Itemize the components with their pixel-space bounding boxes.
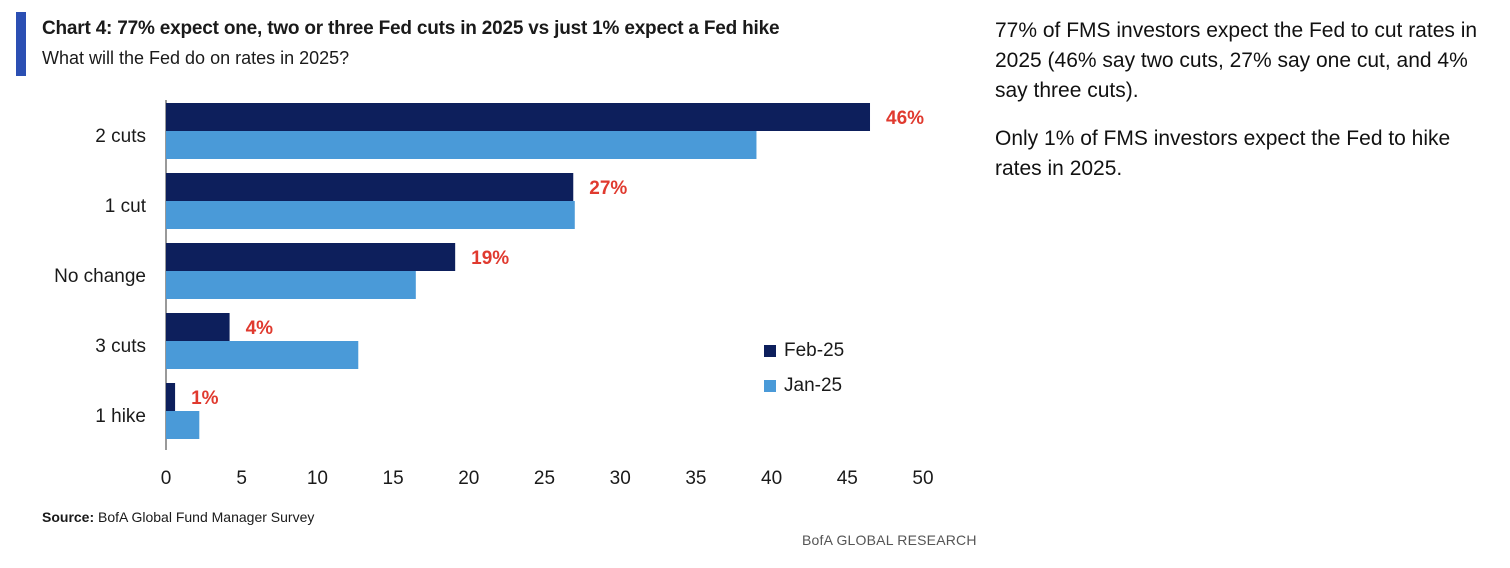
category-label: 3 cuts xyxy=(95,336,146,357)
bar-jan xyxy=(166,341,359,369)
commentary-panel: 77% of FMS investors expect the Fed to c… xyxy=(995,16,1485,202)
data-label: 1% xyxy=(191,388,219,409)
legend-label-feb: Feb-25 xyxy=(784,340,845,361)
source-label: Source: xyxy=(42,509,95,525)
x-tick-label: 25 xyxy=(534,468,555,489)
x-tick-label: 30 xyxy=(610,468,631,489)
bar-chart: 2 cuts 46% 1 cut 27% No change 19% 3 cuts 4% 1 h… xyxy=(54,100,934,489)
commentary-paragraph-2: Only 1% of FMS investors expect the Fed … xyxy=(995,127,1451,180)
legend-item-jan: Jan-25 xyxy=(764,375,842,397)
bar-feb xyxy=(166,313,230,341)
chart-title: Chart 4: 77% expect one, two or three Fe… xyxy=(42,18,780,39)
x-tick-label: 15 xyxy=(383,468,404,489)
x-tick-label: 45 xyxy=(837,468,858,489)
x-tick-label: 0 xyxy=(161,468,172,489)
source-note: Source: BofA Global Fund Manager Survey xyxy=(42,509,314,525)
chart-subtitle: What will the Fed do on rates in 2025? xyxy=(42,48,350,68)
data-label: 19% xyxy=(471,248,509,269)
x-tick-label: 40 xyxy=(761,468,782,489)
bar-feb xyxy=(166,243,456,271)
legend-item-feb: Feb-25 xyxy=(764,340,844,362)
source-text: BofA Global Fund Manager Survey xyxy=(98,509,315,525)
bar-jan xyxy=(166,271,416,299)
commentary-paragraph-1: 77% of FMS investors expect the Fed to c… xyxy=(995,19,1478,102)
category-label: No change xyxy=(54,266,146,287)
x-tick-label: 20 xyxy=(458,468,479,489)
bar-feb xyxy=(166,173,574,201)
bar-feb xyxy=(166,383,176,411)
legend-label-jan: Jan-25 xyxy=(784,375,843,396)
x-tick-label: 35 xyxy=(685,468,706,489)
bar-jan xyxy=(166,201,575,229)
category-label: 1 hike xyxy=(95,406,146,427)
category-label: 2 cuts xyxy=(95,126,146,147)
x-tick-label: 50 xyxy=(912,468,933,489)
brand-footer: BofA GLOBAL RESEARCH xyxy=(802,532,977,548)
data-label: 4% xyxy=(246,318,274,339)
bar-jan xyxy=(166,411,200,439)
data-label: 46% xyxy=(886,108,924,129)
category-label: 1 cut xyxy=(105,196,147,217)
x-tick-label: 5 xyxy=(236,468,247,489)
bar-jan xyxy=(166,131,757,159)
title-accent-bar xyxy=(16,12,26,76)
bar-feb xyxy=(166,103,871,131)
x-tick-label: 10 xyxy=(307,468,328,489)
data-label: 27% xyxy=(589,178,627,199)
legend-swatch-feb xyxy=(764,345,776,357)
legend-swatch-jan xyxy=(764,380,776,392)
